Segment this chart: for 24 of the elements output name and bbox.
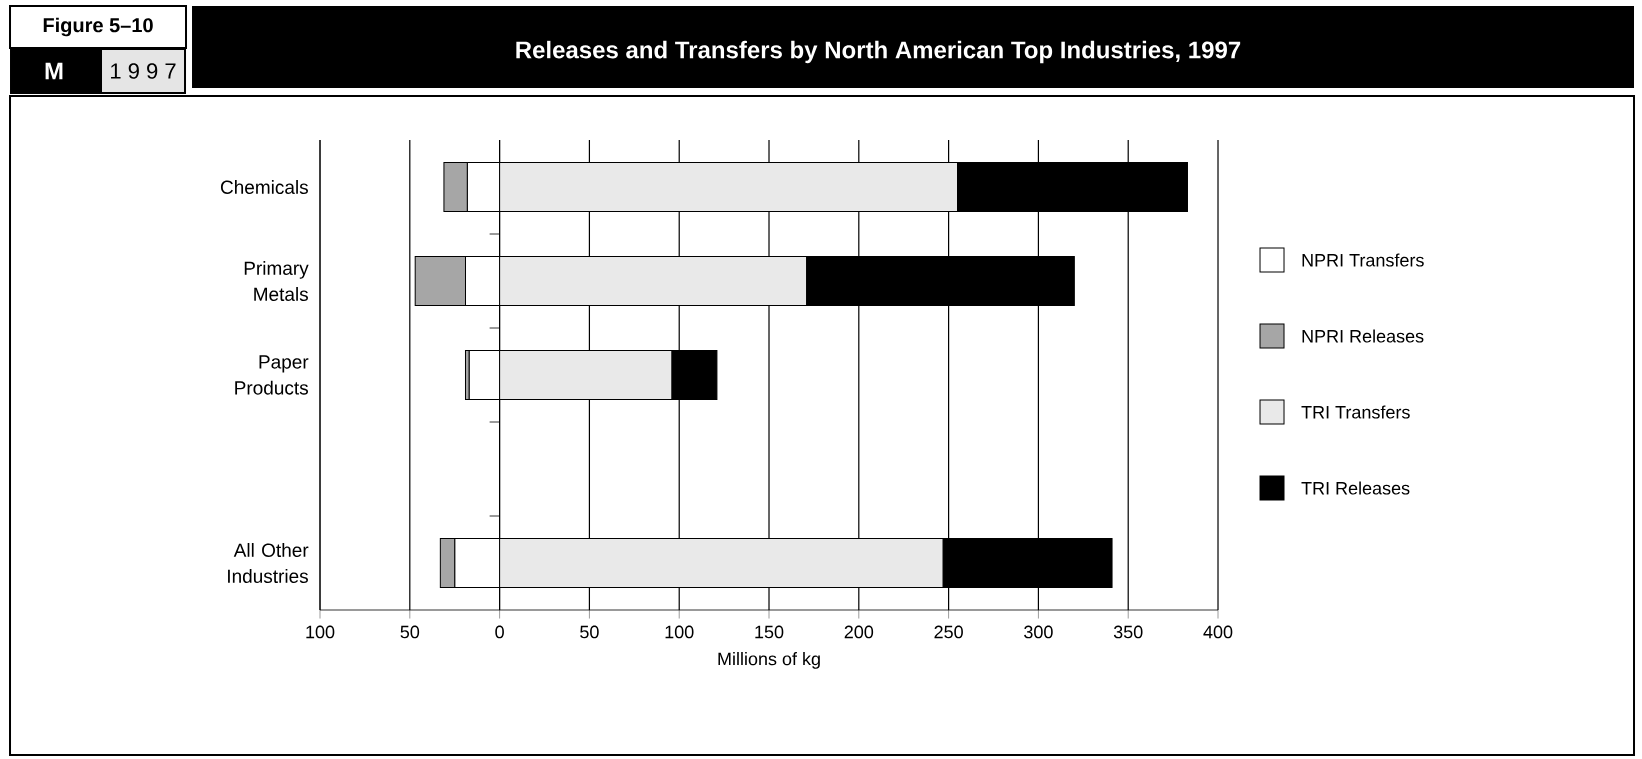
legend-label: NPRI Transfers [1302, 253, 1424, 267]
x-tick-label: 100 [665, 625, 694, 639]
y-tick-label: Chemicals [220, 180, 308, 194]
y-tick-label: Primary Metals [244, 261, 309, 301]
text: 1 9 9 7 [111, 63, 176, 79]
x-tick-label: 50 [580, 625, 599, 639]
x-tick-label: 200 [844, 625, 874, 639]
x-axis-title: Millions of kg [718, 652, 820, 669]
x-tick-label: 100 [306, 625, 335, 639]
x-tick-label: 250 [934, 625, 963, 639]
caption: Figure 5–10 [43, 17, 153, 37]
legend-label: TRI Transfers [1301, 405, 1410, 419]
x-tick-label: 150 [755, 625, 784, 639]
x-tick-label: 350 [1113, 625, 1143, 639]
text: M [45, 62, 63, 80]
x-tick-label: 400 [1203, 625, 1233, 639]
x-tick-label: 0 [495, 625, 504, 639]
y-tick-label: Paper Products [235, 355, 309, 395]
legend-label: NPRI Releases [1302, 329, 1424, 343]
chart-title: Releases and Transfers by North American Top Industries, 1997 [516, 40, 1241, 64]
x-tick-label: 300 [1024, 625, 1053, 639]
legend-label: TRI Releases [1301, 481, 1410, 495]
x-tick-label: 50 [400, 625, 420, 639]
y-tick-label: All Other Industries [228, 543, 309, 583]
